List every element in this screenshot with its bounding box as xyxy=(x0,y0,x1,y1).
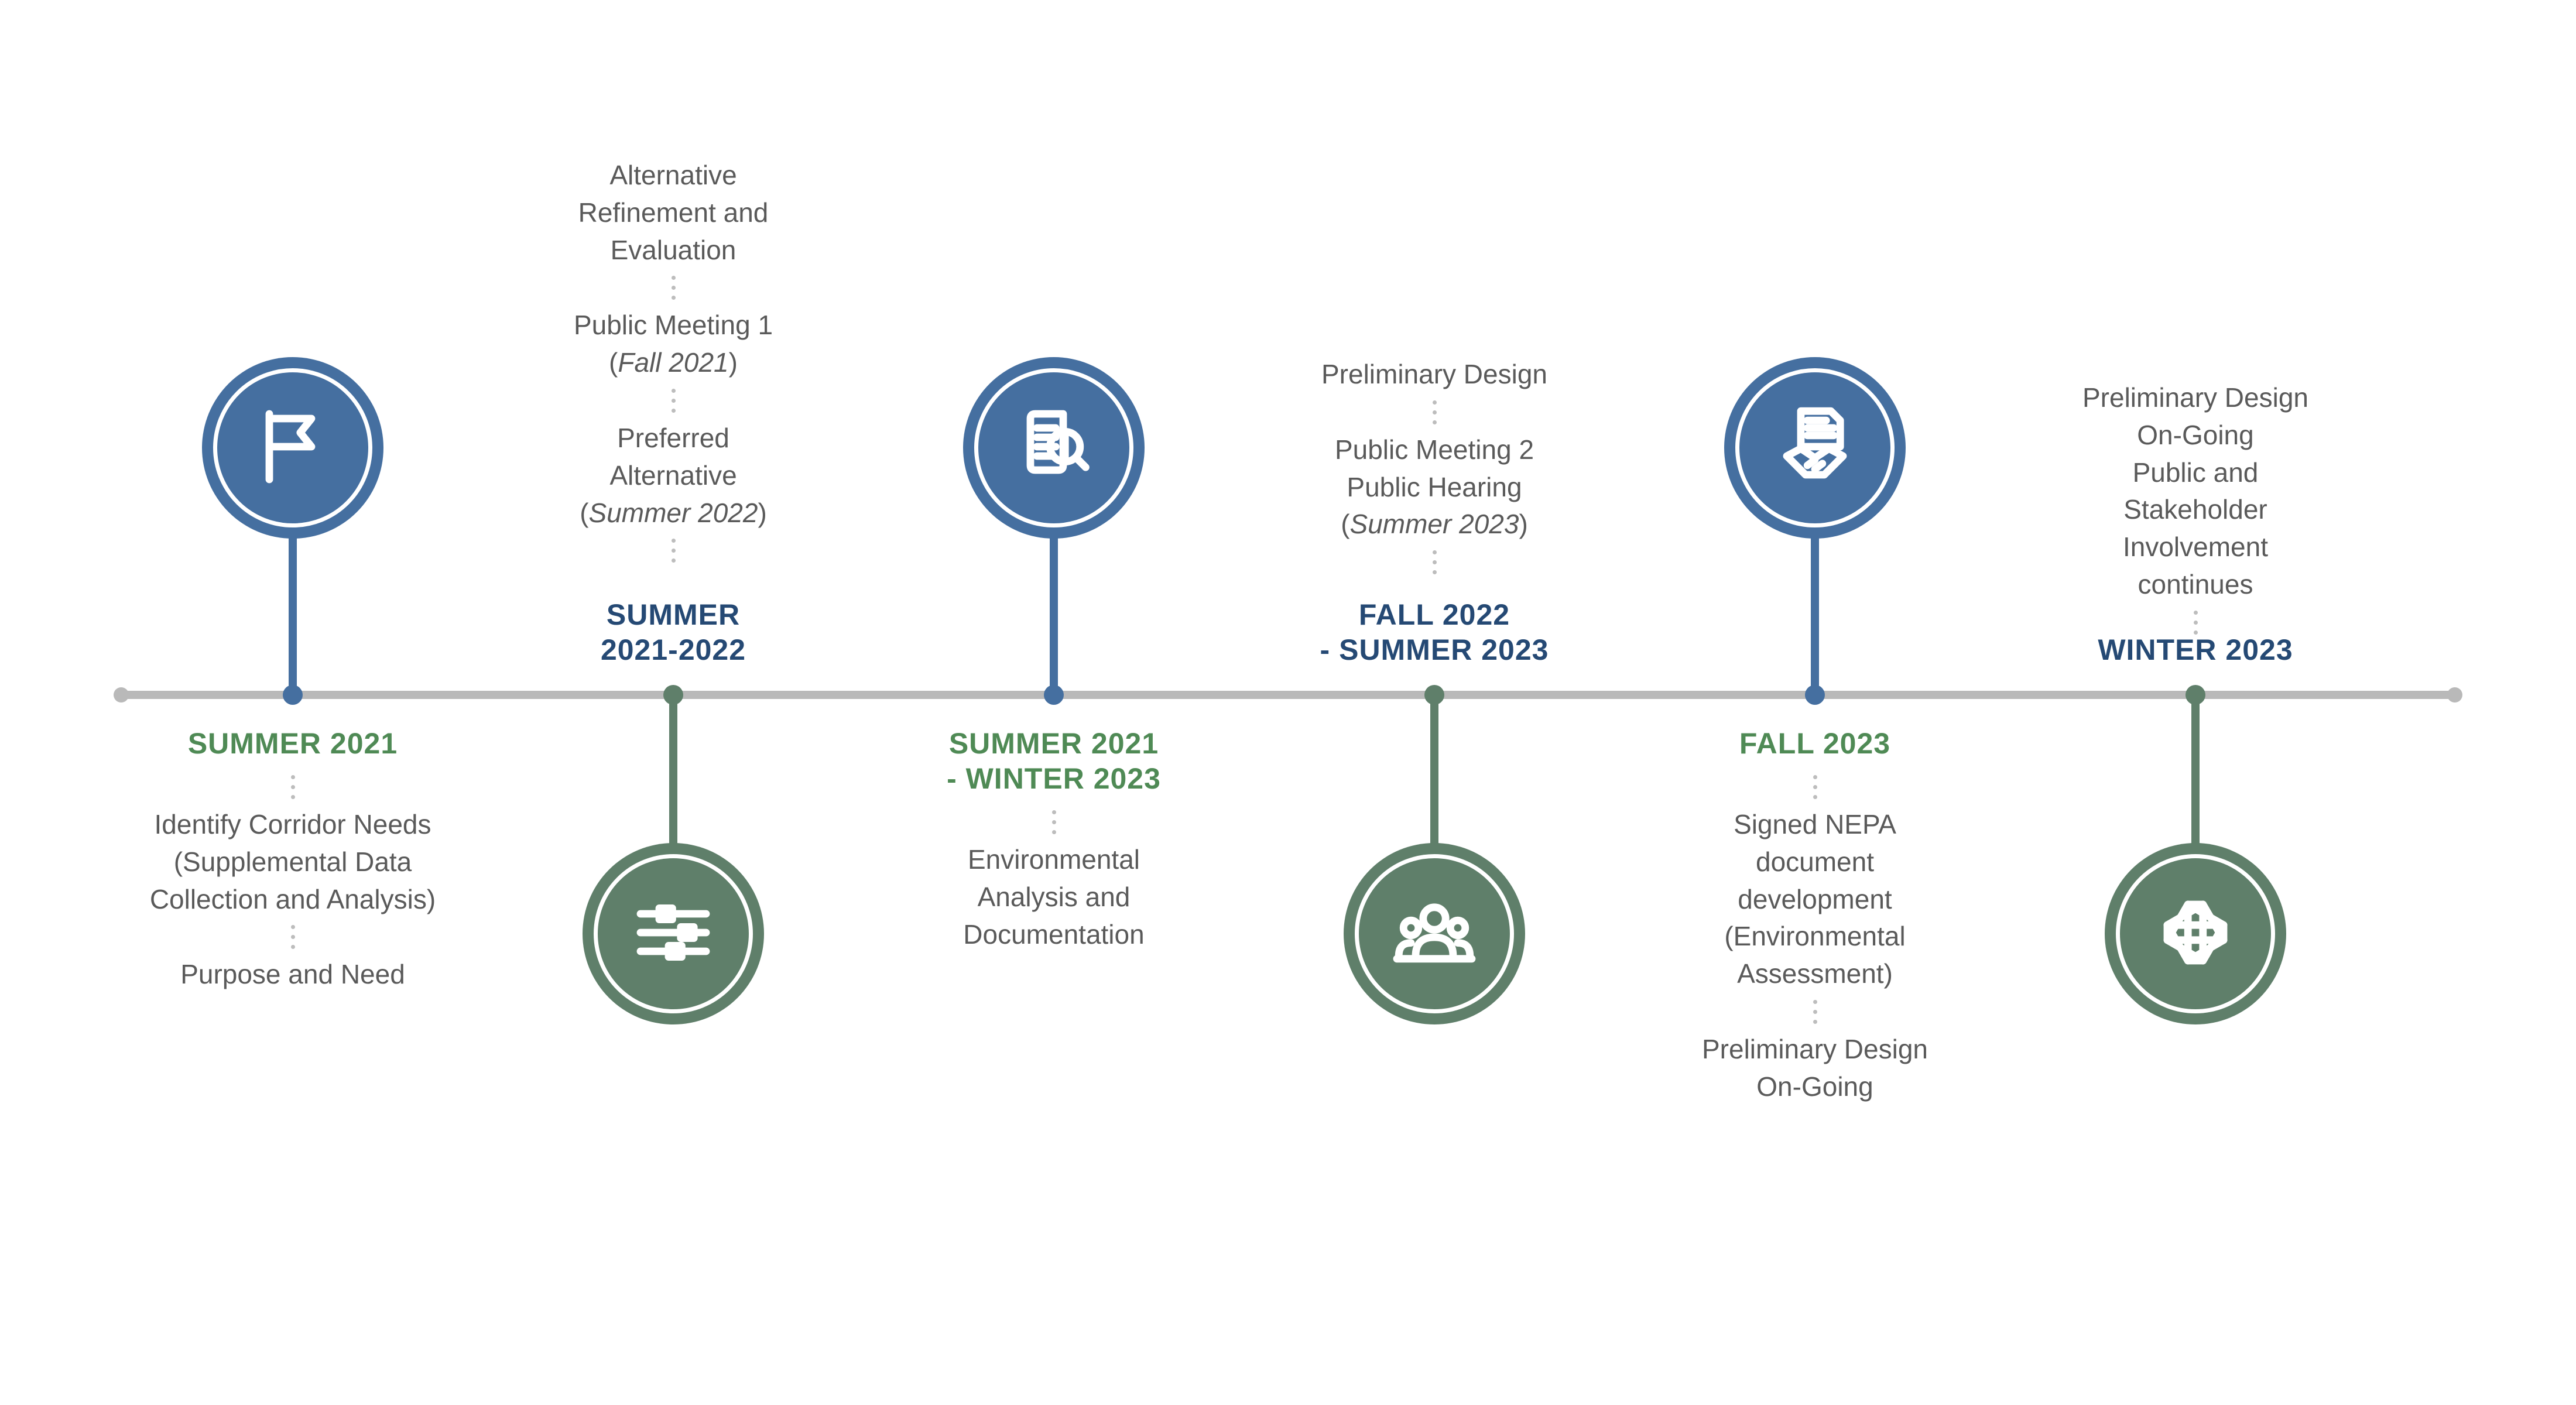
axis-cap-right xyxy=(2447,687,2462,702)
text-line: (Summer 2023) xyxy=(1247,507,1622,542)
milestone-circle xyxy=(1344,843,1525,1024)
connector-stem xyxy=(2191,695,2200,847)
separator-dots xyxy=(105,925,480,949)
text-line: Stakeholder xyxy=(2008,492,2383,527)
timeline-container: SUMMER 2021Identify Corridor Needs(Suppl… xyxy=(117,0,2459,1405)
milestone-circle xyxy=(2105,843,2286,1024)
text-line: Preliminary Design xyxy=(2008,381,2383,416)
text-line: Refinement and xyxy=(486,196,861,231)
circle-ring xyxy=(213,368,372,527)
text-line: Public Hearing xyxy=(1247,470,1622,505)
text-line: Preliminary Design xyxy=(1247,357,1622,392)
circle-ring xyxy=(594,854,753,1013)
separator-dots xyxy=(1628,1000,2002,1024)
separator-dots xyxy=(1247,550,1622,574)
date-label: SUMMER 2021 xyxy=(117,726,468,761)
separator-dots xyxy=(866,810,1241,834)
separator-dots xyxy=(486,276,861,300)
connector-stem xyxy=(1430,695,1438,847)
date-label: FALL 2023 xyxy=(1639,726,1991,761)
text-line: Evaluation xyxy=(486,233,861,268)
text-line: Public Meeting 2 xyxy=(1247,433,1622,468)
milestone-circle xyxy=(1724,357,1906,539)
description-block: Preliminary DesignOn-GoingPublic andStak… xyxy=(2008,381,2383,643)
text-line: Assessment) xyxy=(1628,957,2002,992)
description-block: AlternativeRefinement andEvaluationPubli… xyxy=(486,158,861,571)
separator-dots xyxy=(1247,400,1622,424)
circle-ring xyxy=(2116,854,2275,1013)
separator-dots xyxy=(1628,775,2002,799)
text-line: Public Meeting 1 xyxy=(486,308,861,343)
milestone-circle xyxy=(963,357,1145,539)
text-line: Preferred xyxy=(486,421,861,456)
text-line: Analysis and xyxy=(866,880,1241,915)
separator-dots xyxy=(2008,611,2383,635)
description-block: Signed NEPAdocumentdevelopment(Environme… xyxy=(1628,767,2002,1107)
separator-dots xyxy=(105,775,480,799)
connector-stem xyxy=(1050,533,1058,691)
text-line: (Supplemental Data xyxy=(105,845,480,880)
date-label: SUMMER2021-2022 xyxy=(498,597,849,667)
description-block: EnvironmentalAnalysis andDocumentation xyxy=(866,802,1241,954)
date-label: FALL 2022- SUMMER 2023 xyxy=(1259,597,1610,667)
description-block: Preliminary Design Public Meeting 2Public… xyxy=(1247,357,1622,582)
text-line: (Environmental xyxy=(1628,919,2002,954)
text-line: On-Going xyxy=(1628,1070,2002,1105)
description-block: Identify Corridor Needs(Supplemental Dat… xyxy=(105,767,480,995)
text-line: Alternative xyxy=(486,158,861,193)
text-line: Public and xyxy=(2008,455,2383,491)
text-line: Identify Corridor Needs xyxy=(105,807,480,842)
separator-dots xyxy=(486,389,861,413)
text-line: document xyxy=(1628,845,2002,880)
text-line: Alternative xyxy=(486,458,861,494)
text-line: Signed NEPA xyxy=(1628,807,2002,842)
connector-stem xyxy=(289,533,297,691)
milestone-circle xyxy=(583,843,764,1024)
text-line: Preliminary Design xyxy=(1628,1032,2002,1067)
connector-stem xyxy=(669,695,677,847)
text-line: continues xyxy=(2008,567,2383,602)
circle-ring xyxy=(1355,854,1514,1013)
milestone-circle xyxy=(202,357,383,539)
text-line: Environmental xyxy=(866,842,1241,878)
circle-ring xyxy=(974,368,1133,527)
text-line: (Summer 2022) xyxy=(486,496,861,531)
text-line: On-Going xyxy=(2008,418,2383,453)
circle-ring xyxy=(1735,368,1895,527)
text-line: Collection and Analysis) xyxy=(105,882,480,917)
text-line: (Fall 2021) xyxy=(486,345,861,381)
text-line: Documentation xyxy=(866,917,1241,952)
text-line: Involvement xyxy=(2008,530,2383,565)
connector-stem xyxy=(1811,533,1819,691)
timeline-axis xyxy=(117,691,2459,699)
text-line: Purpose and Need xyxy=(105,957,480,992)
date-label: SUMMER 2021- WINTER 2023 xyxy=(878,726,1229,796)
text-line: development xyxy=(1628,882,2002,917)
separator-dots xyxy=(486,539,861,563)
axis-cap-left xyxy=(114,687,129,702)
